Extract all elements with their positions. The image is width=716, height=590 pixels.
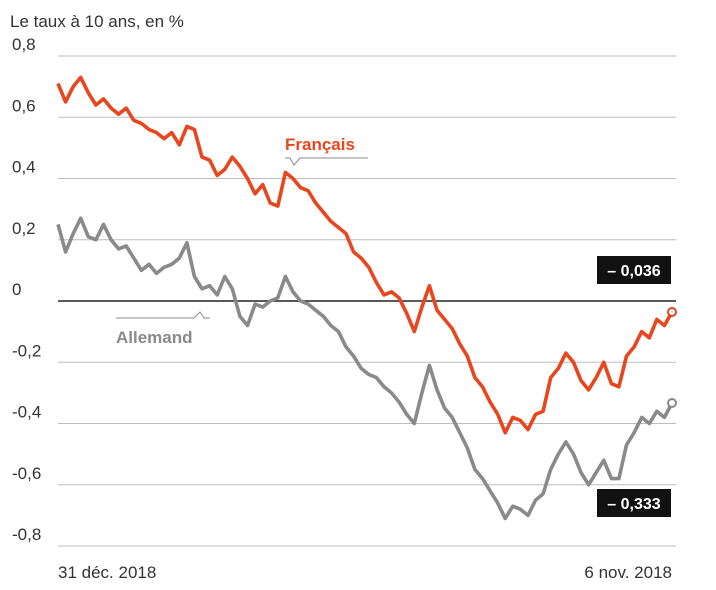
allemand-end-value: – 0,333 [607,496,660,513]
series-label-francais: Français [285,135,355,154]
end-marker-allemand [667,397,677,408]
series-lines [56,75,674,521]
end-marker-francais [667,307,677,318]
y-tick-label: -0,8 [12,525,41,544]
grid-lines [58,55,676,547]
francais-label-pointer [285,157,368,166]
x-label-start: 31 déc. 2018 [58,563,156,582]
y-tick-label: 0,6 [12,96,36,115]
series-line-allemand [56,216,674,521]
chart-subtitle: Le taux à 10 ans, en % [10,12,184,31]
y-tick-label: -0,2 [12,341,41,360]
allemand-label-pointer [116,311,210,319]
francais-end-value: – 0,036 [607,263,660,280]
allemand-label-group: Allemand [116,311,210,347]
y-tick-label: 0 [12,280,21,299]
francais-badge-bg [597,256,671,284]
end-markers [667,307,677,408]
y-tick-label: -0,4 [12,403,41,422]
francais-label-group: Français [285,135,368,166]
x-label-end: 6 nov. 2018 [584,563,672,582]
y-axis-ticks: 0,8 0,6 0,4 0,2 0 -0,2 -0,4 -0,6 -0,8 [12,35,41,544]
francais-end-badge: – 0,036 [597,256,671,284]
y-tick-label: -0,6 [12,464,41,483]
series-line-francais [56,75,674,435]
y-tick-label: 0,4 [12,158,36,177]
allemand-end-badge: – 0,333 [597,489,671,517]
y-tick-label: 0,8 [12,35,36,54]
allemand-badge-bg [597,489,671,517]
y-tick-label: 0,2 [12,219,36,238]
series-label-allemand: Allemand [116,328,193,347]
